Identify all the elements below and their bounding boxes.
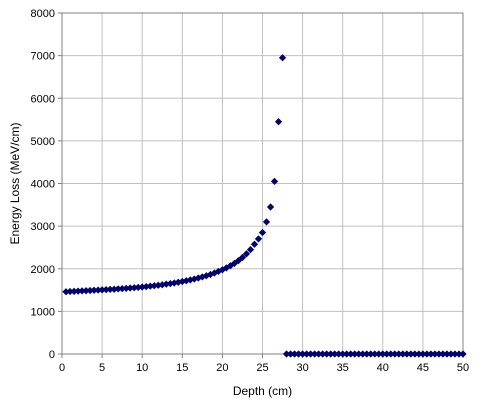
data-point [258,228,267,237]
data-point [242,250,251,258]
data-point [262,218,271,226]
x-tick-label: 35 [337,362,349,374]
y-tick-label: 7000 [31,51,55,63]
data-point [270,177,279,185]
y-tick-label: 1000 [31,306,55,318]
x-tick-label: 50 [457,362,469,374]
y-tick-label: 2000 [31,264,55,276]
x-tick-label: 45 [417,362,429,374]
data-point [234,257,243,265]
y-tick-label: 8000 [31,8,55,20]
y-tick-label: 6000 [31,93,55,105]
y-tick-label: 0 [49,349,55,361]
x-axis-title: Depth (cm) [233,384,292,398]
data-points [62,54,467,358]
x-tick-label: 25 [256,362,268,374]
data-point [266,203,275,211]
y-tick-label: 4000 [31,179,55,191]
x-tick-label: 40 [377,362,389,374]
x-axis-ticks: 0 5 10 15 20 25 30 35 40 45 50 [59,354,469,374]
data-point [274,118,283,126]
y-tick-label: 5000 [31,136,55,148]
x-tick-label: 10 [136,362,148,374]
x-tick-label: 5 [99,362,105,374]
data-point [278,54,287,62]
x-tick-label: 15 [176,362,188,374]
x-tick-label: 30 [296,362,308,374]
grid-lines [61,12,464,355]
x-tick-label: 20 [216,362,228,374]
y-axis-title: Energy Loss (MeV/cm) [8,122,22,244]
y-axis-ticks: 0 1000 2000 3000 4000 5000 6000 7000 8000 [31,8,62,361]
data-point [459,350,467,358]
data-point [238,253,247,262]
y-tick-label: 3000 [31,221,55,233]
data-point [246,245,255,254]
data-point [254,235,263,243]
data-point [250,240,259,248]
x-tick-label: 0 [59,362,65,374]
